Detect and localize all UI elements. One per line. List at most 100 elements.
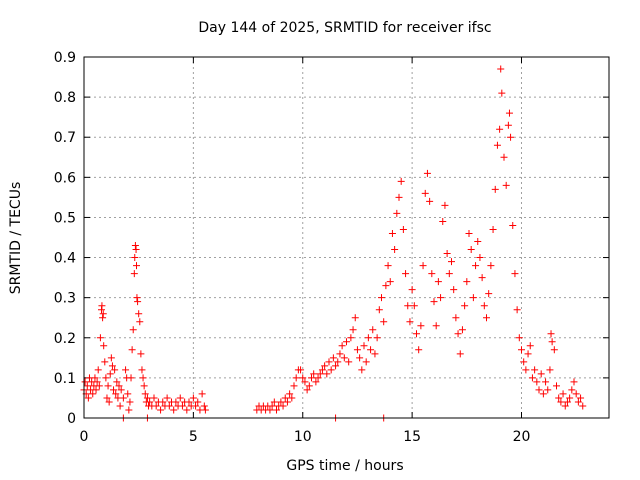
y-tick-label: 0.7	[54, 130, 76, 146]
data-point	[318, 366, 326, 374]
data-point	[550, 346, 558, 354]
data-point	[96, 334, 104, 342]
data-point	[192, 402, 200, 410]
data-point	[91, 374, 99, 382]
data-point	[297, 366, 305, 374]
data-point	[448, 258, 455, 266]
data-point	[133, 294, 141, 302]
data-point	[500, 153, 508, 161]
data-point	[404, 302, 412, 310]
data-point	[143, 394, 151, 402]
data-point	[509, 221, 517, 229]
data-point	[347, 334, 355, 342]
data-point	[349, 326, 357, 334]
data-point	[329, 354, 337, 362]
x-tick-label: 0	[80, 429, 89, 445]
data-point	[89, 390, 97, 398]
data-points	[80, 65, 587, 422]
data-point	[98, 302, 106, 310]
data-point	[200, 402, 208, 410]
data-point	[314, 374, 322, 382]
data-point	[189, 394, 197, 402]
x-tick-label: 20	[513, 429, 531, 445]
y-tick-label: 0.2	[54, 331, 76, 347]
y-tick-label: 0.3	[54, 291, 76, 307]
data-point	[165, 402, 173, 410]
y-tick-label: 0.4	[54, 251, 76, 267]
data-point	[358, 366, 366, 374]
data-point	[129, 326, 137, 334]
data-point	[432, 322, 440, 330]
data-point	[104, 382, 112, 390]
data-point	[137, 350, 145, 358]
data-point	[504, 121, 512, 129]
data-point	[116, 402, 124, 410]
data-point	[101, 358, 109, 366]
data-point	[134, 298, 142, 306]
data-point	[364, 334, 372, 342]
data-point	[301, 378, 309, 386]
data-point	[443, 250, 451, 258]
data-point	[469, 294, 477, 302]
data-point	[572, 390, 580, 398]
data-point	[312, 378, 320, 386]
data-point	[157, 406, 165, 414]
data-point	[520, 358, 528, 366]
data-point	[505, 109, 513, 117]
data-point	[159, 398, 167, 406]
data-point	[472, 262, 480, 270]
data-point	[511, 270, 519, 278]
data-point	[113, 378, 121, 386]
data-point	[131, 254, 139, 262]
data-point	[353, 346, 361, 354]
data-point	[340, 354, 348, 362]
data-point	[507, 133, 515, 141]
data-point	[491, 185, 499, 193]
data-point	[478, 274, 486, 282]
data-point	[498, 89, 506, 97]
x-tick-label: 15	[403, 429, 421, 445]
data-point	[445, 270, 453, 278]
data-point	[128, 346, 136, 354]
data-point	[480, 302, 488, 310]
data-point	[421, 189, 429, 197]
data-point	[487, 262, 495, 270]
chart-title: Day 144 of 2025, SRMTID for receiver ifs…	[198, 20, 491, 36]
data-point	[110, 386, 118, 394]
data-point	[456, 350, 464, 358]
data-point	[397, 177, 405, 185]
data-point	[286, 390, 294, 398]
data-point	[465, 229, 473, 237]
data-point	[388, 229, 396, 237]
data-point	[132, 246, 140, 254]
data-point	[474, 238, 482, 246]
data-point	[122, 366, 130, 374]
data-point	[343, 338, 350, 346]
data-point	[526, 342, 534, 350]
data-point	[106, 370, 114, 378]
data-point	[437, 294, 445, 302]
data-point	[542, 378, 550, 386]
data-point	[334, 358, 342, 366]
data-point	[112, 390, 120, 398]
data-point	[95, 382, 103, 390]
y-tick-label: 0.5	[54, 210, 76, 226]
data-point	[547, 330, 555, 338]
data-point	[535, 386, 543, 394]
data-point	[360, 342, 368, 350]
data-point	[524, 350, 532, 358]
data-point	[138, 366, 146, 374]
y-tick-label: 0.9	[54, 50, 76, 66]
data-point	[476, 254, 484, 262]
data-point	[539, 390, 547, 398]
data-point	[373, 334, 381, 342]
data-point	[146, 398, 154, 406]
data-point	[356, 354, 364, 362]
data-point	[270, 398, 278, 406]
data-point	[84, 394, 92, 402]
x-axis-label: GPS time / hours	[286, 458, 403, 474]
data-point	[92, 386, 100, 394]
data-point	[570, 378, 578, 386]
data-point	[515, 334, 523, 342]
data-point	[391, 246, 399, 254]
